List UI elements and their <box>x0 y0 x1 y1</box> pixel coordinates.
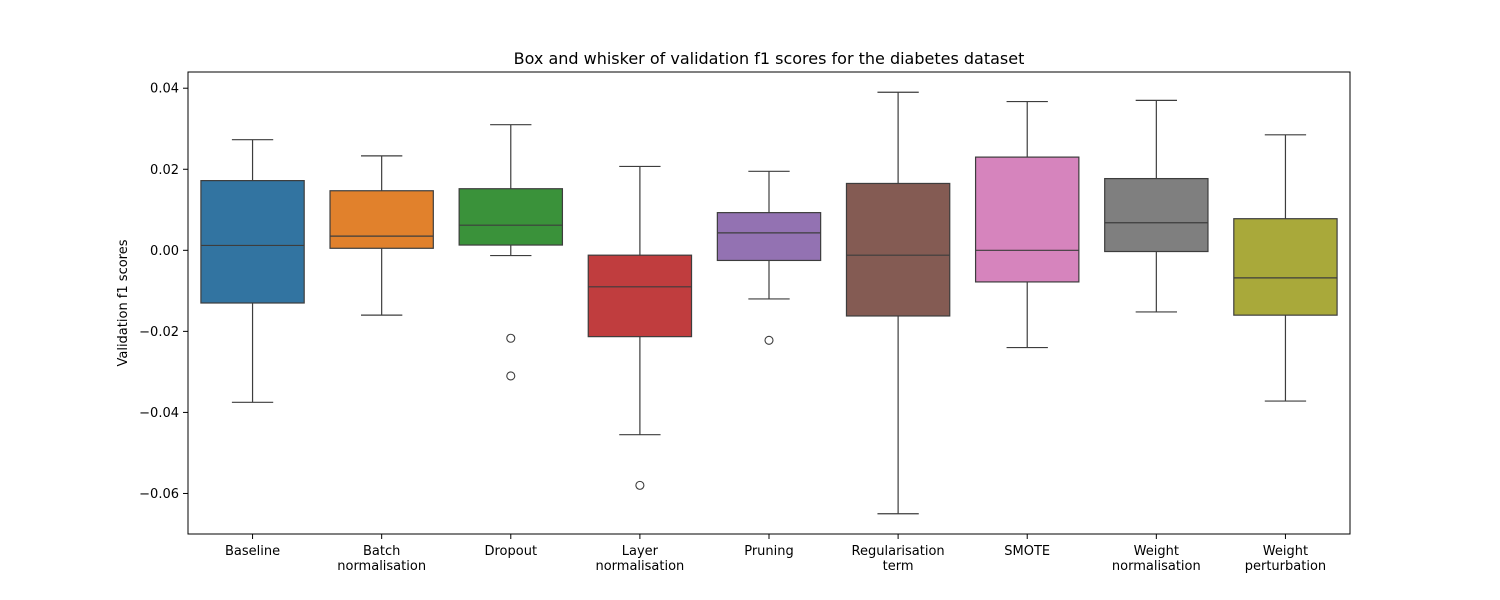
box-group <box>1104 99 1209 313</box>
x-tick-label: normalisation <box>1112 559 1201 574</box>
y-tick-label: 0.00 <box>150 244 179 259</box>
outlier-point <box>506 371 516 381</box>
box-group <box>845 91 951 515</box>
y-tick-label: 0.02 <box>150 163 179 178</box>
y-tick-label: −0.04 <box>139 406 179 421</box>
x-tick-label: perturbation <box>1245 559 1326 574</box>
x-tick-label: Batch <box>363 544 400 559</box>
iqr-box <box>845 182 951 317</box>
iqr-box <box>716 212 822 262</box>
x-tick-label: Regularisation <box>852 544 945 559</box>
x-tick-label: SMOTE <box>1004 544 1050 559</box>
iqr-box <box>974 156 1080 283</box>
outlier-point <box>764 335 774 345</box>
y-axis-label: Validation f1 scores <box>116 239 131 366</box>
iqr-box <box>1233 218 1338 316</box>
y-tick-label: −0.06 <box>139 487 179 502</box>
chart-title: Box and whisker of validation f1 scores … <box>514 49 1025 68</box>
x-tick-label: Baseline <box>225 544 280 559</box>
x-tick-label: Pruning <box>744 544 794 559</box>
outlier-point <box>635 480 645 490</box>
x-tick-label: Weight <box>1134 544 1179 559</box>
x-tick-label: Dropout <box>484 544 537 559</box>
iqr-box <box>587 254 693 338</box>
x-tick-label: term <box>883 559 914 574</box>
box-group <box>200 139 305 403</box>
box-group <box>329 155 434 316</box>
box-group <box>716 170 822 345</box>
box-group <box>587 165 693 490</box>
box-group <box>1233 134 1338 402</box>
iqr-box <box>329 190 434 249</box>
box-group <box>458 124 564 381</box>
iqr-box <box>200 180 305 304</box>
plot-area <box>200 91 1338 515</box>
x-tick-label: Layer <box>622 544 659 559</box>
plot-frame <box>187 71 1351 535</box>
y-tick-label: −0.02 <box>139 325 179 340</box>
x-tick-label: normalisation <box>595 559 684 574</box>
y-tick-label: 0.04 <box>150 82 179 97</box>
iqr-box <box>458 188 564 246</box>
iqr-box <box>1104 177 1209 253</box>
box-group <box>974 100 1080 349</box>
x-tick-label: Weight <box>1263 544 1308 559</box>
outlier-point <box>506 333 516 343</box>
x-tick-label: normalisation <box>337 559 426 574</box>
